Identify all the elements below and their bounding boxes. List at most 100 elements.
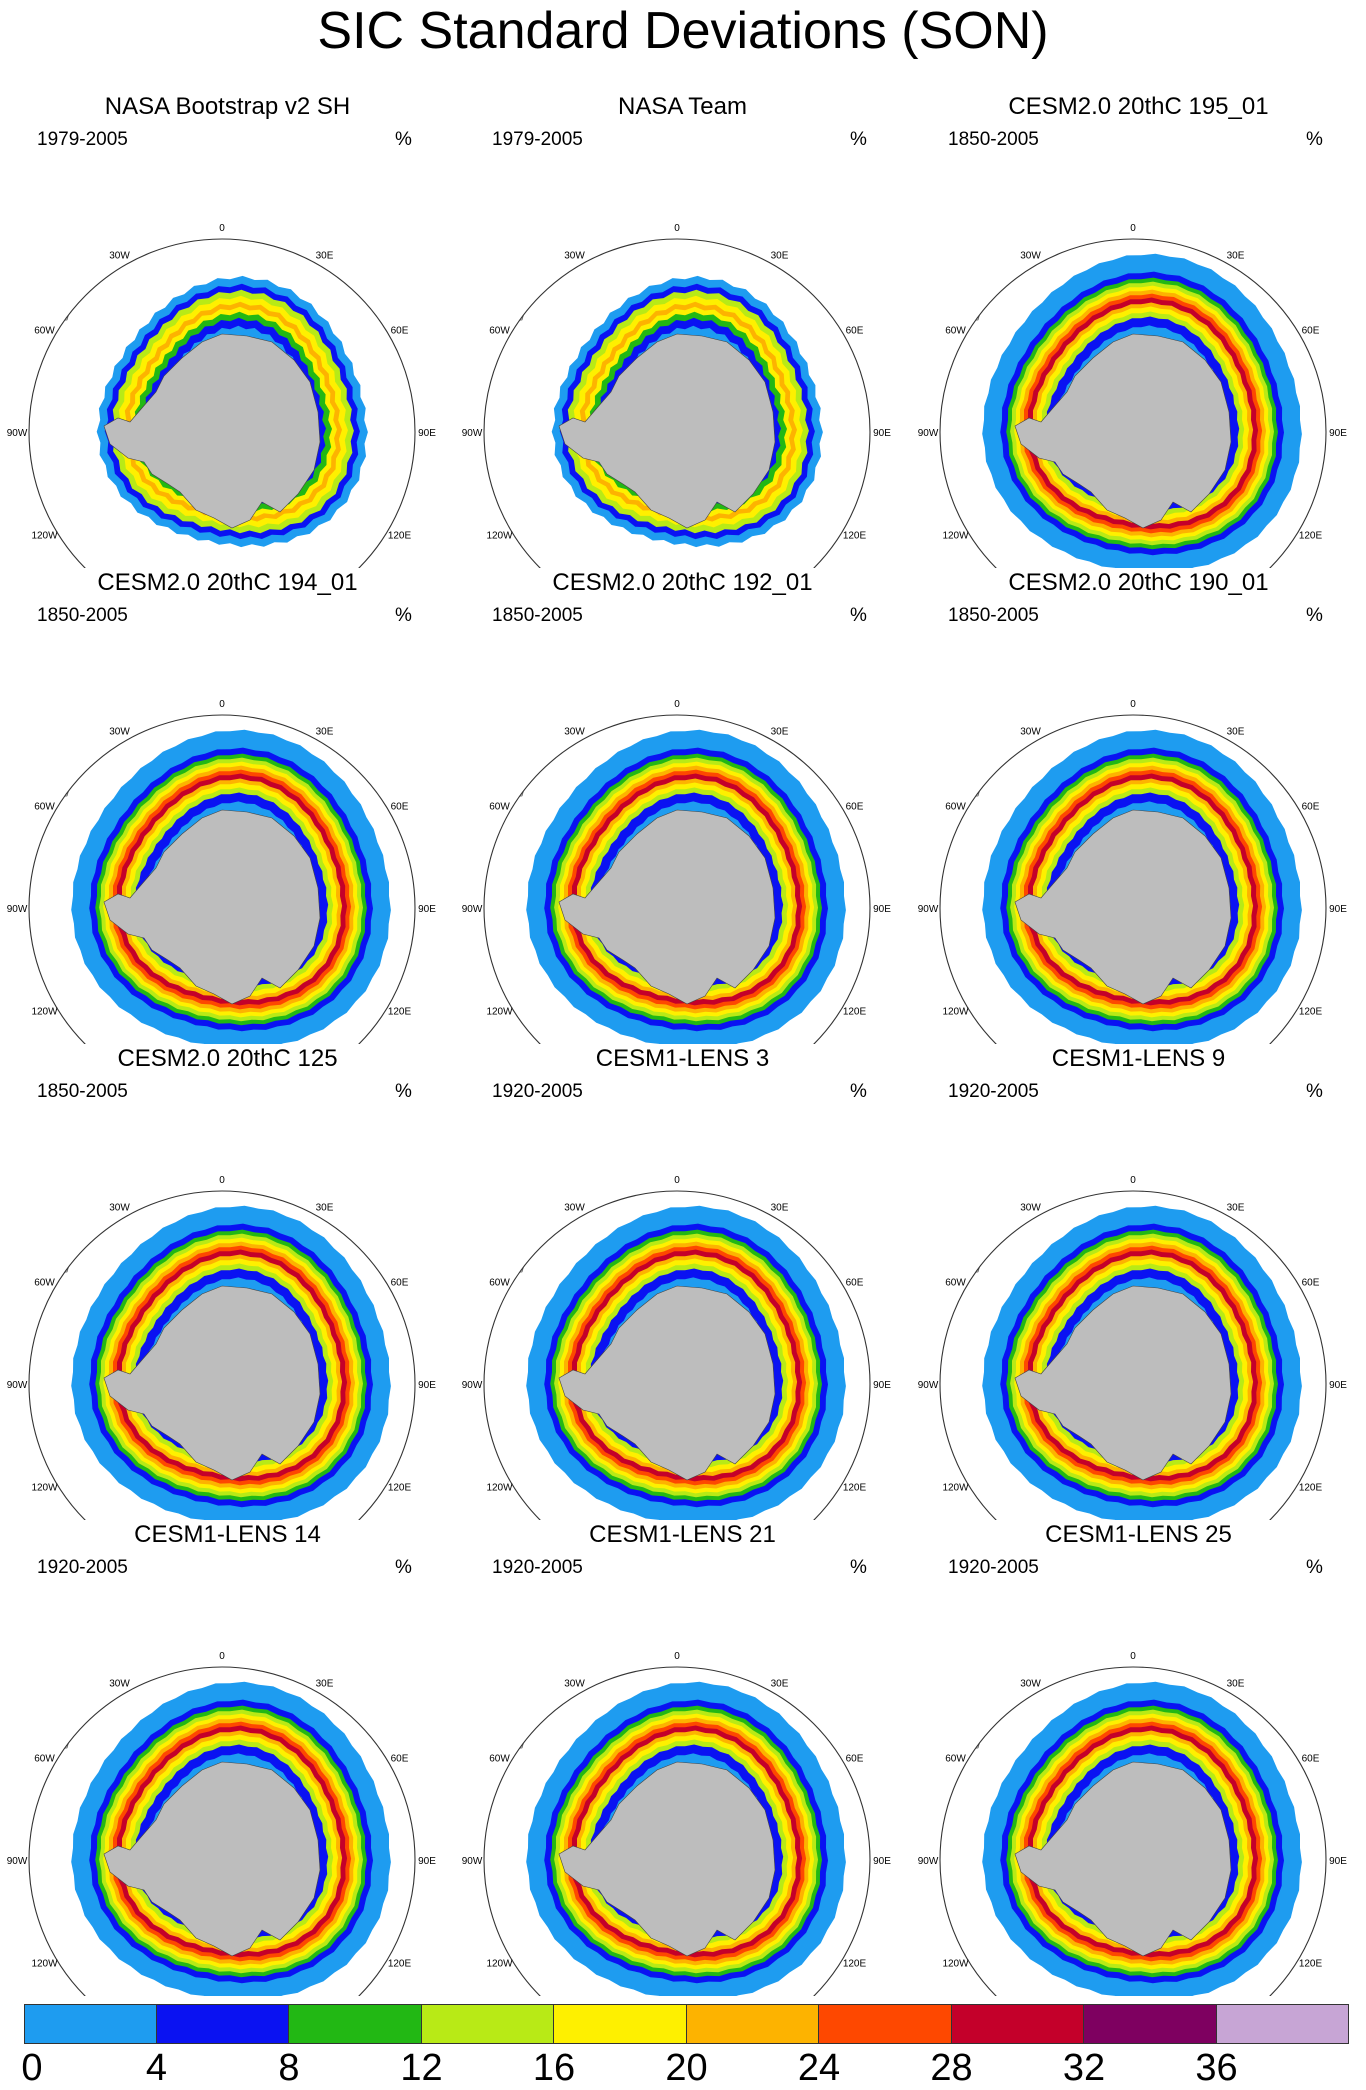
longitude-label: 90E xyxy=(873,1380,891,1391)
south-america-landmass xyxy=(29,1243,73,1275)
antarctica-landmass xyxy=(103,809,321,1005)
longitude-label: 120W xyxy=(31,531,58,542)
longitude-label: 90W xyxy=(462,1380,483,1391)
panel-period: 1850-2005 xyxy=(948,129,1039,150)
colorbar-tick-label: 36 xyxy=(1195,2047,1238,2089)
longitude-label: 30W xyxy=(564,251,585,262)
longitude-label: 120W xyxy=(486,1007,513,1018)
longitude-label: 90E xyxy=(418,1380,436,1391)
colorbar-segment xyxy=(951,2004,1084,2044)
colorbar-tick-label: 0 xyxy=(21,2047,43,2089)
sic-field xyxy=(484,1205,846,1520)
longitude-label: 60W xyxy=(945,1754,966,1765)
longitude-label: 30E xyxy=(1227,1679,1245,1690)
antarctica-landmass xyxy=(1014,333,1232,529)
longitude-label: 90E xyxy=(1329,428,1347,439)
longitude-label: 30E xyxy=(1227,1203,1245,1214)
south-america-landmass xyxy=(940,1719,984,1751)
longitude-label: 90W xyxy=(462,904,483,915)
longitude-label: 30E xyxy=(1227,251,1245,262)
longitude-label: 90E xyxy=(1329,904,1347,915)
longitude-label: 90E xyxy=(873,1856,891,1867)
panel-unit: % xyxy=(850,605,867,626)
polar-map: 030E60E90E120E150E180150W120W90W60W30W xyxy=(918,223,1347,568)
longitude-label: 120W xyxy=(31,1483,58,1494)
colorbar xyxy=(24,2004,1349,2046)
longitude-label: 30E xyxy=(771,727,789,738)
panel-period: 1979-2005 xyxy=(492,129,583,150)
south-america-landmass xyxy=(484,1719,528,1751)
colorbar-tick-label: 16 xyxy=(532,2047,576,2089)
polar-map: 030E60E90E120E150E180150W120W90W60W30W xyxy=(918,1175,1347,1520)
panel-unit: % xyxy=(395,129,412,150)
longitude-label: 30E xyxy=(771,1203,789,1214)
longitude-label: 60E xyxy=(1302,326,1320,337)
longitude-label: 90W xyxy=(7,1856,28,1867)
panel-unit: % xyxy=(1306,605,1323,626)
panel-title: CESM1-LENS 14 xyxy=(134,1521,321,1548)
longitude-label: 90W xyxy=(918,904,939,915)
sic-field xyxy=(29,1205,391,1520)
panel-title: NASA Team xyxy=(618,93,747,120)
longitude-label: 30W xyxy=(564,1203,585,1214)
polar-map: 030E60E90E120E150E180150W120W90W60W30W xyxy=(462,1175,891,1520)
longitude-label: 0 xyxy=(1130,1175,1136,1186)
sic-field xyxy=(484,275,823,548)
colorbar-segment xyxy=(24,2004,157,2044)
colorbar-segment xyxy=(1084,2004,1217,2044)
map-boundary xyxy=(28,1190,416,1520)
longitude-label: 120E xyxy=(1299,1483,1323,1494)
sic-field xyxy=(940,253,1302,568)
colorbar-segment xyxy=(289,2004,422,2044)
map-panel: CESM1-LENS 91920-2005%030E60E90E120E150E… xyxy=(911,1044,1366,1520)
polar-map: 030E60E90E120E150E180150W120W90W60W30W xyxy=(7,699,436,1044)
panel-period: 1850-2005 xyxy=(37,605,128,626)
longitude-label: 120W xyxy=(486,1959,513,1970)
longitude-label: 30W xyxy=(1020,1679,1041,1690)
longitude-label: 120E xyxy=(843,531,867,542)
longitude-label: 120E xyxy=(843,1007,867,1018)
longitude-label: 30E xyxy=(316,727,334,738)
longitude-label: 30W xyxy=(564,1679,585,1690)
longitude-label: 90W xyxy=(7,1380,28,1391)
map-boundary xyxy=(483,238,871,568)
colorbar-segment xyxy=(156,2004,289,2044)
colorbar-tick-label: 32 xyxy=(1062,2047,1106,2089)
longitude-label: 0 xyxy=(674,223,680,234)
longitude-label: 60E xyxy=(391,1278,409,1289)
longitude-label: 30W xyxy=(109,727,130,738)
polar-map: 030E60E90E120E150E180150W120W90W60W30W xyxy=(462,1651,891,1996)
longitude-label: 120E xyxy=(1299,1959,1323,1970)
longitude-label: 120E xyxy=(843,1483,867,1494)
longitude-label: 120E xyxy=(843,1959,867,1970)
antarctica-landmass xyxy=(1014,1761,1232,1957)
panel-title: CESM2.0 20thC 194_01 xyxy=(97,569,358,596)
map-boundary xyxy=(483,714,871,1044)
map-panel: CESM1-LENS 251920-2005%030E60E90E120E150… xyxy=(911,1520,1366,1996)
colorbar-tick-label: 4 xyxy=(145,2047,168,2089)
polar-map: 030E60E90E120E150E180150W120W90W60W30W xyxy=(918,1651,1347,1996)
panel-unit: % xyxy=(850,1081,867,1102)
longitude-label: 30W xyxy=(109,251,130,262)
longitude-label: 30E xyxy=(316,1679,334,1690)
longitude-label: 60W xyxy=(945,326,966,337)
longitude-label: 120W xyxy=(942,1959,969,1970)
longitude-label: 30W xyxy=(1020,251,1041,262)
longitude-label: 90E xyxy=(1329,1380,1347,1391)
south-america-landmass xyxy=(940,1243,984,1275)
panel-unit: % xyxy=(1306,1081,1323,1102)
longitude-label: 90W xyxy=(918,1380,939,1391)
longitude-label: 120W xyxy=(31,1959,58,1970)
map-boundary xyxy=(28,1666,416,1996)
panel-title: CESM2.0 20thC 125 xyxy=(117,1045,338,1072)
sic-field xyxy=(484,729,846,1044)
longitude-label: 60E xyxy=(846,326,864,337)
map-panel: CESM1-LENS 141920-2005%030E60E90E120E150… xyxy=(0,1520,455,1996)
longitude-label: 120E xyxy=(1299,1007,1323,1018)
longitude-label: 30W xyxy=(1020,1203,1041,1214)
south-america-landmass xyxy=(484,291,528,323)
longitude-label: 120E xyxy=(1299,531,1323,542)
longitude-label: 30E xyxy=(771,251,789,262)
map-boundary xyxy=(28,714,416,1044)
polar-map: 030E60E90E120E150E180150W120W90W60W30W xyxy=(918,699,1347,1044)
